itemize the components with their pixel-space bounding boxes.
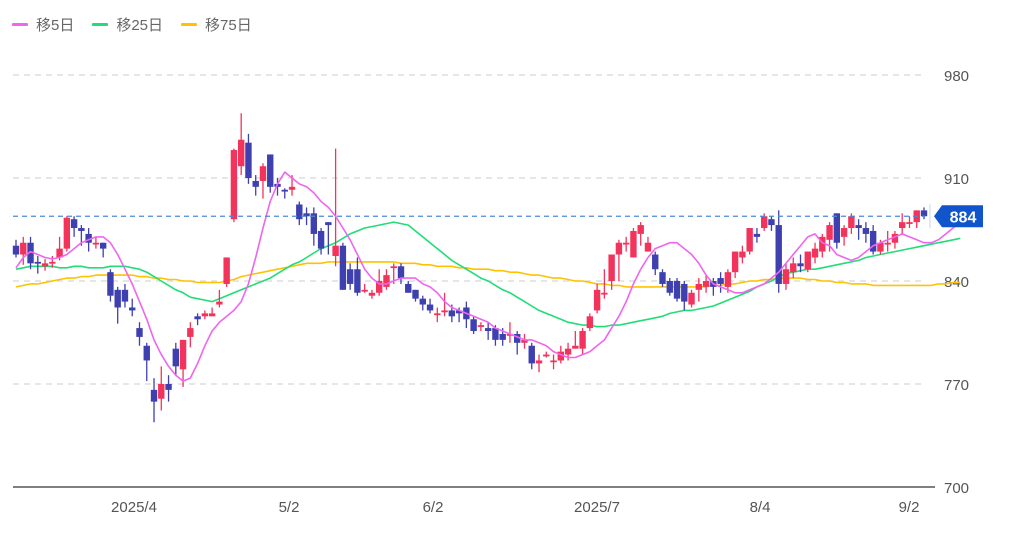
ma25-swatch-icon <box>92 23 109 26</box>
legend-item-ma25[interactable]: 移25日 <box>92 14 163 35</box>
x-tick-label: 6/2 <box>423 499 444 516</box>
ma75-swatch-icon <box>181 23 198 26</box>
legend-label-ma25: 移25日 <box>116 17 164 34</box>
ma5-line <box>15 171 961 382</box>
x-tick-label: 5/2 <box>279 499 300 516</box>
y-tick-label: 910 <box>944 171 969 188</box>
y-tick-label: 770 <box>944 377 969 394</box>
current-price-tag: 884 <box>934 205 983 228</box>
current-price-line <box>13 204 931 229</box>
legend-label-ma75: 移75日 <box>205 17 252 34</box>
x-tick-label: 8/4 <box>750 499 771 516</box>
chart-legend: 移5日 移25日 移75日 <box>12 14 252 35</box>
x-axis-labels: 2025/4 5/2 6/2 2025/7 8/4 9/2 <box>111 499 919 516</box>
x-tick-label: 2025/7 <box>574 499 620 516</box>
y-tick-label: 700 <box>944 480 969 497</box>
legend-item-ma75[interactable]: 移75日 <box>181 14 252 35</box>
grid-lines <box>13 74 925 385</box>
ma25-line <box>15 221 961 328</box>
candles <box>12 113 928 423</box>
x-tick-label: 2025/4 <box>111 499 157 516</box>
ma75-line <box>15 261 961 288</box>
legend-item-ma5[interactable]: 移5日 <box>12 14 74 35</box>
current-price-label: 884 <box>950 209 977 226</box>
legend-label-ma5: 移5日 <box>36 17 75 34</box>
y-tick-label: 980 <box>944 68 969 85</box>
ma5-swatch-icon <box>12 23 28 26</box>
x-tick-label: 9/2 <box>899 499 920 516</box>
